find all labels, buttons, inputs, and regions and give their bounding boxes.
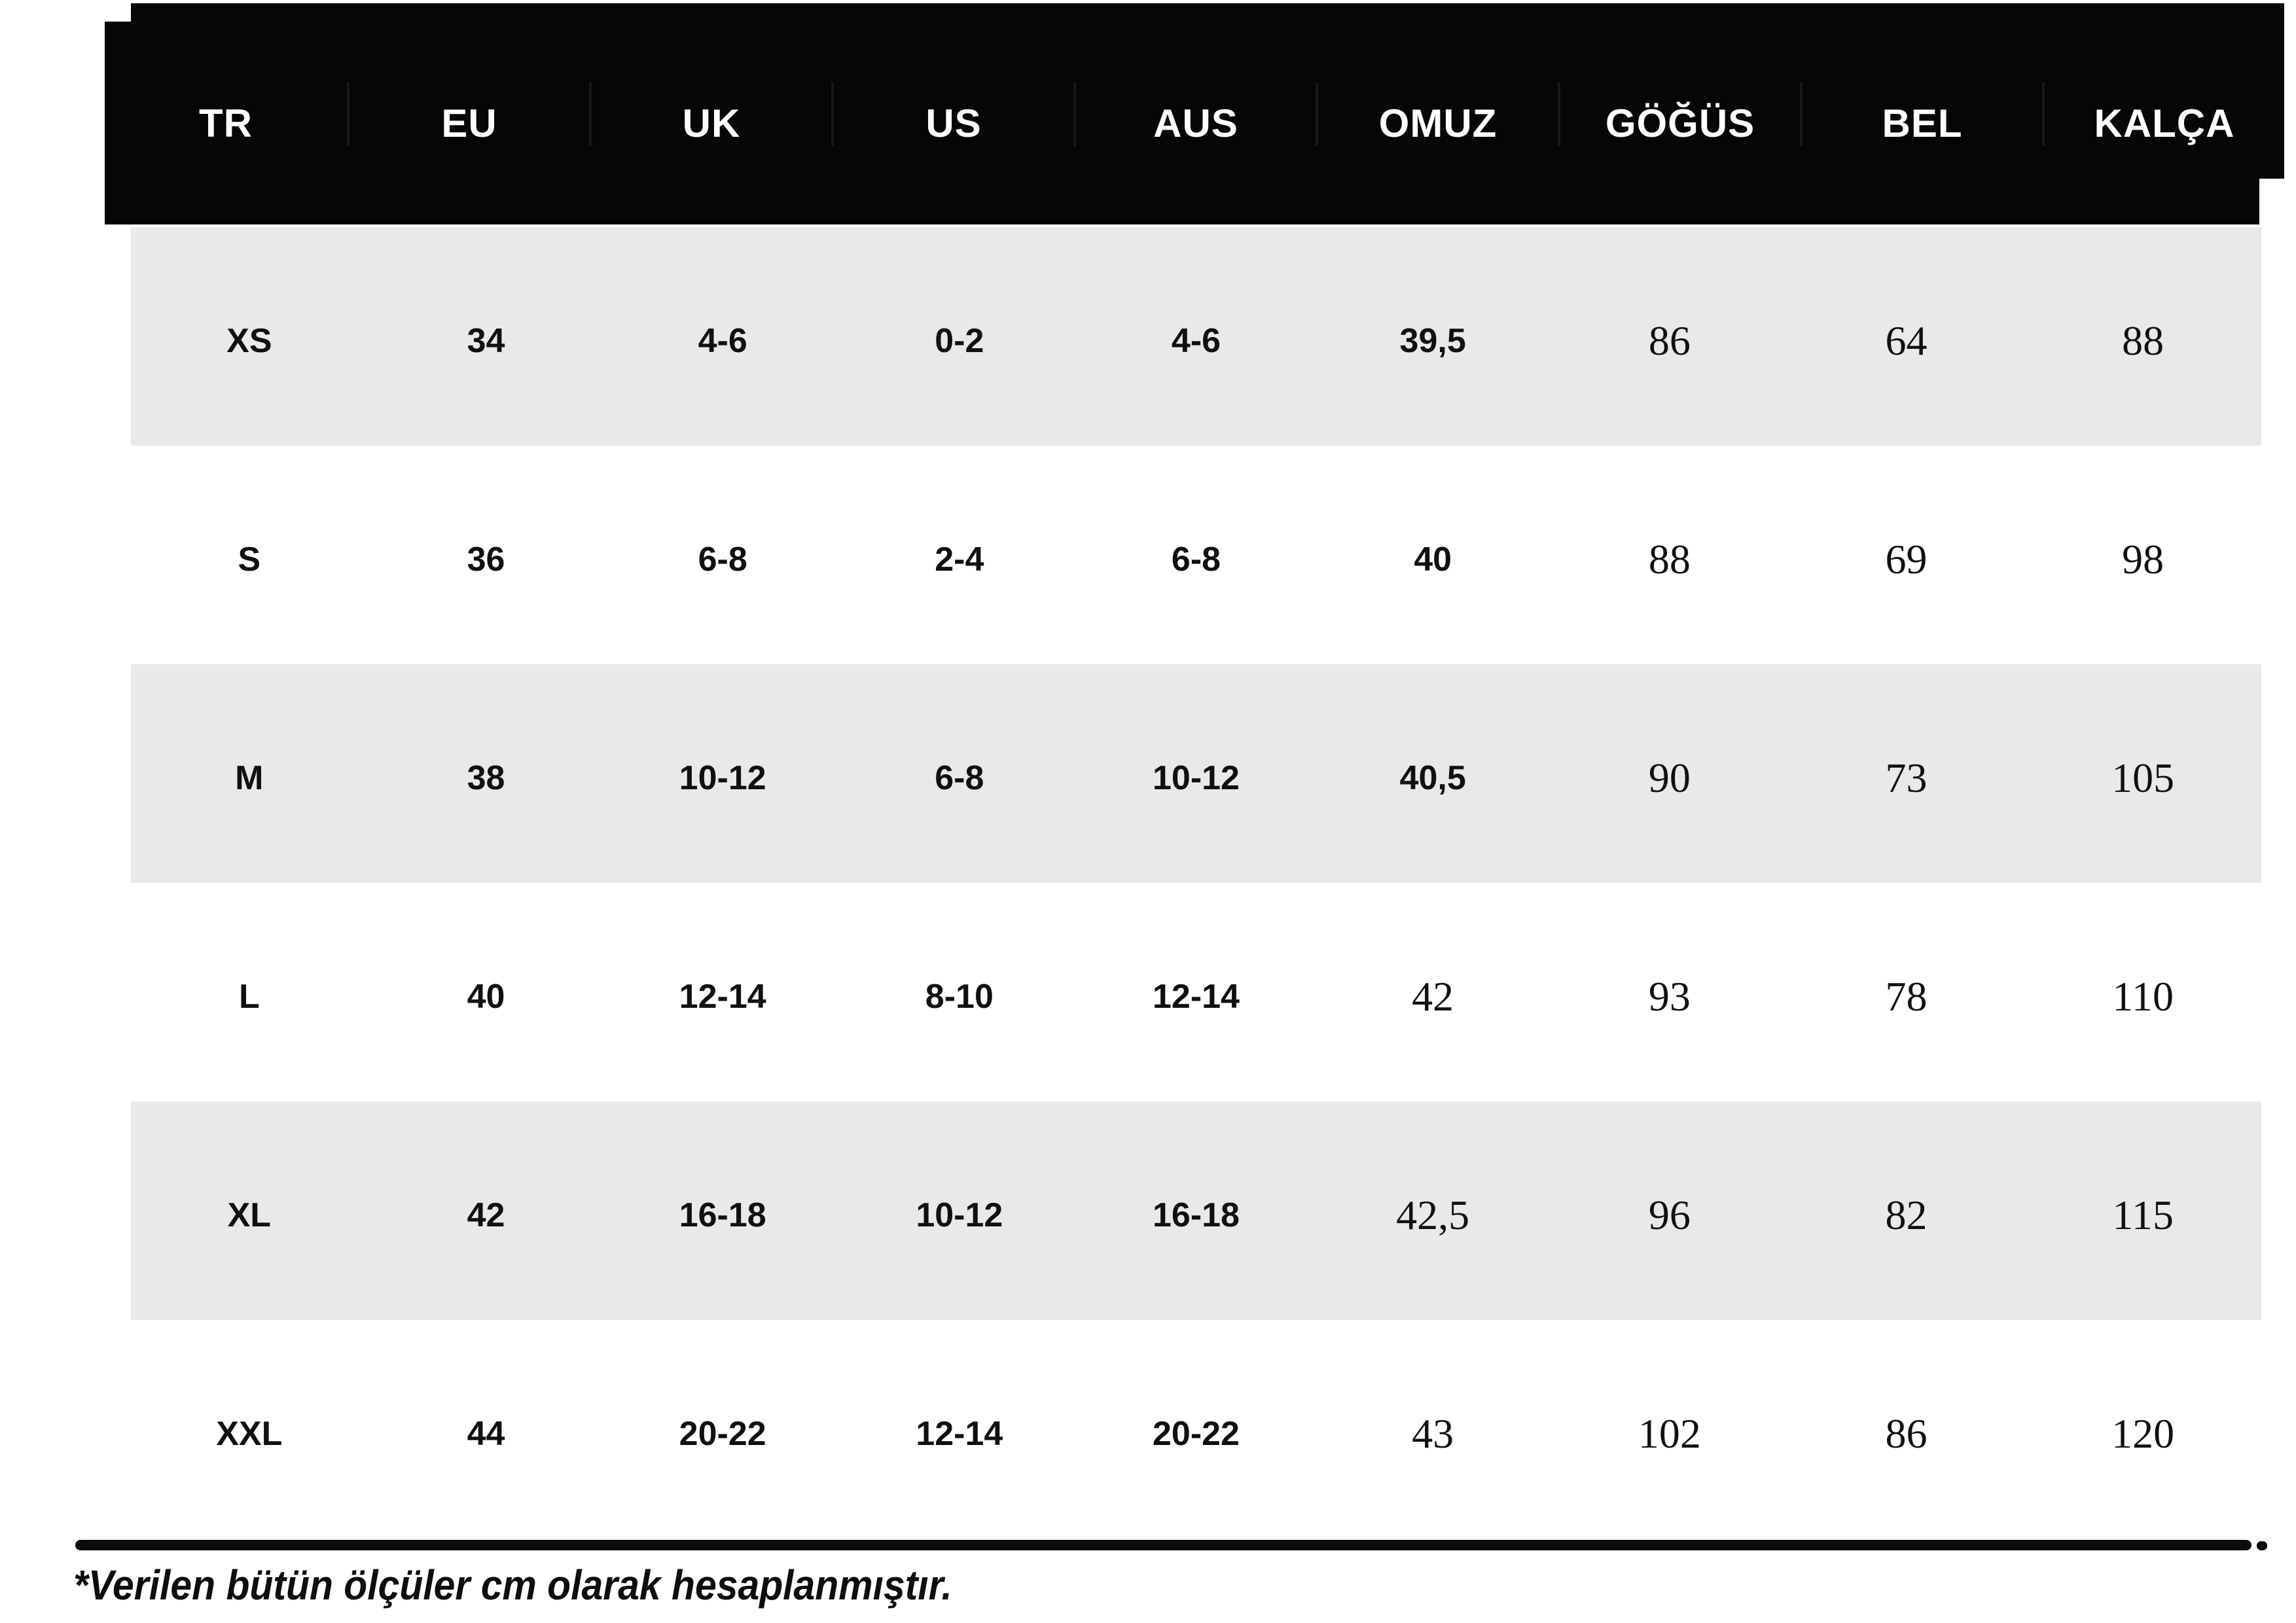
column-header-7: BEL bbox=[1800, 82, 2042, 146]
value-cell: 64 bbox=[1885, 317, 1928, 364]
value-cell: 39,5 bbox=[1399, 322, 1466, 360]
column-header-1: EU bbox=[347, 82, 589, 146]
value-cell: 4-6 bbox=[1171, 322, 1221, 360]
rule-end-dot bbox=[2257, 1541, 2267, 1550]
value-cell: 2-4 bbox=[935, 541, 984, 579]
size-cell: M bbox=[235, 759, 264, 797]
value-cell: 6-8 bbox=[698, 541, 747, 579]
value-cell: 96 bbox=[1648, 1192, 1691, 1238]
value-cell: 42 bbox=[1412, 973, 1454, 1020]
value-cell: 43 bbox=[1412, 1410, 1454, 1457]
table-row: S 36 6-8 2-4 6-8 40 88 69 98 bbox=[131, 446, 2261, 664]
value-cell: 10-12 bbox=[916, 1196, 1003, 1234]
value-cell: 44 bbox=[467, 1415, 505, 1453]
value-cell: 4-6 bbox=[698, 322, 747, 360]
value-cell: 88 bbox=[1648, 536, 1691, 582]
column-header-0: TR bbox=[199, 101, 253, 145]
value-cell: 73 bbox=[1885, 755, 1928, 801]
column-header-2: UK bbox=[589, 82, 831, 146]
table-header-row: TR EU UK US AUS OMUZ GÖĞÜS BEL KALÇA bbox=[105, 3, 2284, 224]
table-row: M 38 10-12 6-8 10-12 40,5 90 73 105 bbox=[131, 664, 2261, 883]
value-cell: 86 bbox=[1648, 317, 1691, 364]
value-cell: 86 bbox=[1885, 1410, 1928, 1457]
value-cell: 6-8 bbox=[935, 759, 984, 797]
bottom-rule bbox=[75, 1540, 2251, 1550]
size-cell: XS bbox=[226, 322, 272, 360]
value-cell: 40 bbox=[467, 978, 505, 1016]
value-cell: 16-18 bbox=[1152, 1196, 1240, 1234]
column-header-4: AUS bbox=[1073, 82, 1316, 146]
column-header-5: OMUZ bbox=[1316, 82, 1558, 146]
value-cell: 110 bbox=[2112, 973, 2174, 1020]
table-row: L 40 12-14 8-10 12-14 42 93 78 110 bbox=[131, 883, 2261, 1101]
value-cell: 82 bbox=[1885, 1192, 1928, 1238]
value-cell: 16-18 bbox=[679, 1196, 766, 1234]
value-cell: 98 bbox=[2122, 536, 2164, 582]
value-cell: 102 bbox=[1638, 1410, 1701, 1457]
value-cell: 36 bbox=[467, 541, 505, 579]
value-cell: 120 bbox=[2111, 1410, 2175, 1457]
footnote: *Verilen bütün ölçüler cm olarak hesapla… bbox=[73, 1561, 952, 1609]
value-cell: 12-14 bbox=[916, 1415, 1003, 1453]
value-cell: 6-8 bbox=[1171, 541, 1221, 579]
value-cell: 42 bbox=[467, 1196, 505, 1234]
value-cell: 115 bbox=[2112, 1192, 2174, 1238]
size-cell: S bbox=[238, 541, 261, 579]
size-cell: XXL bbox=[216, 1415, 283, 1453]
value-cell: 0-2 bbox=[935, 322, 984, 360]
value-cell: 40,5 bbox=[1399, 759, 1466, 797]
value-cell: 105 bbox=[2111, 755, 2175, 801]
value-cell: 20-22 bbox=[679, 1415, 766, 1453]
value-cell: 10-12 bbox=[679, 759, 766, 797]
value-cell: 88 bbox=[2122, 317, 2164, 364]
value-cell: 20-22 bbox=[1152, 1415, 1240, 1453]
value-cell: 10-12 bbox=[1152, 759, 1240, 797]
table-row: XL 42 16-18 10-12 16-18 42,5 96 82 115 bbox=[131, 1101, 2261, 1320]
value-cell: 78 bbox=[1885, 973, 1928, 1020]
value-cell: 42,5 bbox=[1396, 1192, 1470, 1238]
value-cell: 93 bbox=[1648, 973, 1691, 1020]
table-row: XXL 44 20-22 12-14 20-22 43 102 86 120 bbox=[131, 1320, 2261, 1539]
value-cell: 40 bbox=[1414, 541, 1452, 579]
table-row: XS 34 4-6 0-2 4-6 39,5 86 64 88 bbox=[131, 227, 2261, 446]
value-cell: 12-14 bbox=[1152, 978, 1240, 1016]
column-header-3: US bbox=[831, 82, 1073, 146]
value-cell: 69 bbox=[1885, 536, 1928, 582]
column-header-6: GÖĞÜS bbox=[1558, 82, 1800, 146]
value-cell: 8-10 bbox=[925, 978, 994, 1016]
column-header-8: KALÇA bbox=[2042, 82, 2284, 146]
value-cell: 34 bbox=[467, 322, 505, 360]
value-cell: 90 bbox=[1648, 755, 1691, 801]
value-cell: 12-14 bbox=[679, 978, 766, 1016]
size-cell: XL bbox=[227, 1196, 272, 1234]
table-body: XS 34 4-6 0-2 4-6 39,5 86 64 88 S 36 6-8 2-4 6-8 40 88 6… bbox=[131, 227, 2261, 1539]
value-cell: 38 bbox=[467, 759, 505, 797]
size-cell: L bbox=[238, 978, 260, 1016]
